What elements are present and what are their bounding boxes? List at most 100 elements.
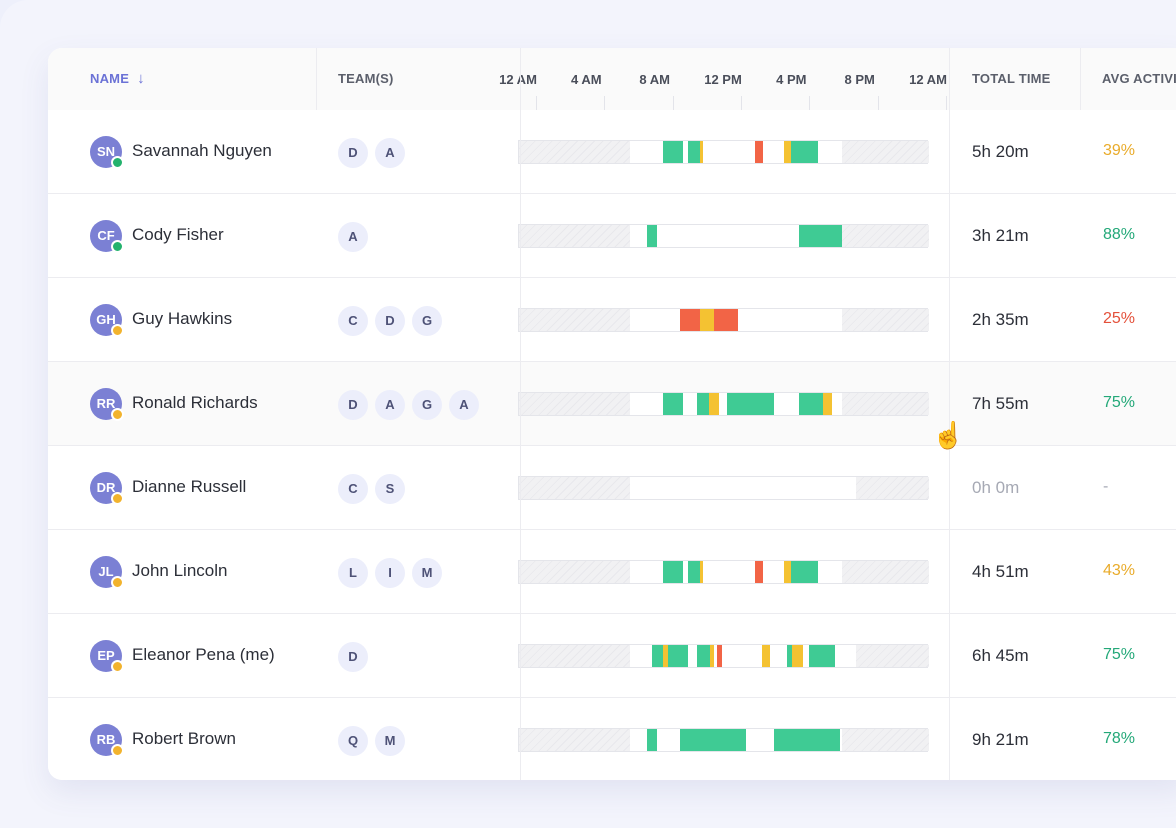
activity-segment-neutral[interactable] (823, 393, 832, 415)
activity-timeline[interactable] (518, 560, 929, 584)
activity-segment-neutral[interactable] (783, 141, 791, 163)
activity-segment-neutral[interactable] (700, 309, 714, 331)
activity-segment-active[interactable] (688, 141, 701, 163)
activity-table: NAME ↓ TEAM(S) 12 AM 4 AM 8 AM 12 PM 4 PM 8 PM… (48, 48, 1176, 780)
activity-segment-active[interactable] (727, 393, 774, 415)
activity-timeline[interactable] (518, 224, 929, 248)
activity-segment-active[interactable] (667, 645, 689, 667)
activity-segment-active[interactable] (647, 225, 658, 247)
activity-segment-neutral[interactable] (662, 645, 668, 667)
user-name[interactable]: Cody Fisher (132, 225, 224, 244)
activity-timeline[interactable] (518, 476, 929, 500)
column-name-label: NAME (90, 71, 130, 86)
off-hours-hatch (519, 309, 631, 331)
activity-segment-unproductive[interactable] (754, 141, 764, 163)
status-dot (111, 408, 124, 421)
activity-segment-active[interactable] (662, 141, 683, 163)
user-name[interactable]: Ronald Richards (132, 393, 258, 412)
team-chip[interactable]: D (375, 306, 405, 336)
team-chip[interactable]: M (375, 726, 405, 756)
team-chip[interactable]: L (338, 558, 368, 588)
user-name[interactable]: Robert Brown (132, 729, 236, 748)
activity-timeline[interactable] (518, 308, 929, 332)
user-name[interactable]: Eleanor Pena (me) (132, 645, 275, 664)
activity-timeline[interactable] (518, 392, 929, 416)
team-chip[interactable]: A (375, 138, 405, 168)
team-chip[interactable]: C (338, 306, 368, 336)
activity-segment-neutral[interactable] (708, 393, 719, 415)
team-chip[interactable]: D (338, 138, 368, 168)
timeline-tick-label: 12 AM (499, 72, 537, 87)
user-name[interactable]: Savannah Nguyen (132, 141, 272, 160)
table-row[interactable]: SN Savannah Nguyen D A 5h 20m 39% (48, 110, 1176, 194)
arrow-down-icon[interactable]: ↓ (137, 70, 145, 87)
team-chip[interactable]: I (375, 558, 405, 588)
user-name[interactable]: Guy Hawkins (132, 309, 233, 328)
activity-segment-active[interactable] (790, 141, 818, 163)
activity-segment-neutral[interactable] (700, 561, 704, 583)
activity-segment-active[interactable] (787, 645, 793, 667)
activity-segment-active[interactable] (652, 645, 663, 667)
activity-segment-active[interactable] (679, 729, 747, 751)
off-hours-hatch (841, 393, 929, 415)
table-row[interactable]: DR Dianne Russell C S 0h 0m - (48, 446, 1176, 530)
total-time: 5h 20m (972, 142, 1029, 161)
table-row[interactable]: CF Cody Fisher A 3h 21m 88% (48, 194, 1176, 278)
activity-segment-neutral[interactable] (792, 645, 803, 667)
activity-timeline[interactable] (518, 728, 929, 752)
timeline-tick-label: 8 AM (639, 72, 670, 87)
team-chip[interactable]: A (375, 390, 405, 420)
activity-segment-unproductive[interactable] (718, 309, 738, 331)
activity-segment-neutral[interactable] (761, 645, 771, 667)
off-hours-hatch (519, 225, 631, 247)
team-chip[interactable]: D (338, 390, 368, 420)
user-name[interactable]: John Lincoln (132, 561, 228, 580)
team-chip[interactable]: A (449, 390, 479, 420)
activity-segment-active[interactable] (790, 561, 818, 583)
column-avg-activity-header[interactable]: AVG ACTIVI (1102, 71, 1176, 86)
activity-segment-active[interactable] (799, 393, 824, 415)
avg-activity: 25% (1103, 310, 1136, 327)
team-chip[interactable]: M (412, 558, 442, 588)
off-hours-hatch (519, 729, 631, 751)
activity-segment-active[interactable] (773, 729, 841, 751)
activity-timeline[interactable] (518, 644, 929, 668)
column-name-header[interactable]: NAME ↓ (90, 48, 145, 110)
team-chip[interactable]: S (375, 474, 405, 504)
table-row[interactable]: JL John Lincoln L I M 4h 51m 43% (48, 530, 1176, 614)
activity-segment-unproductive[interactable] (713, 309, 719, 331)
activity-segment-active[interactable] (809, 645, 836, 667)
timeline-tick-mark (741, 96, 742, 110)
activity-segment-neutral[interactable] (700, 141, 704, 163)
team-chip[interactable]: G (412, 390, 442, 420)
column-teams-header[interactable]: TEAM(S) (338, 71, 394, 86)
table-row[interactable]: EP Eleanor Pena (me) D 6h 45m 75% (48, 614, 1176, 698)
team-chip[interactable]: A (338, 222, 368, 252)
activity-segment-active[interactable] (662, 393, 683, 415)
activity-segment-active[interactable] (799, 225, 842, 247)
activity-segment-unproductive[interactable] (717, 645, 723, 667)
activity-segment-active[interactable] (696, 645, 711, 667)
table-row[interactable]: GH Guy Hawkins C D G 2h 35m 25% (48, 278, 1176, 362)
off-hours-hatch (519, 645, 631, 667)
status-dot (111, 492, 124, 505)
activity-segment-active[interactable] (662, 561, 683, 583)
table-row[interactable]: RB Robert Brown Q M 9h 21m 78% (48, 698, 1176, 780)
activity-segment-neutral[interactable] (783, 561, 791, 583)
activity-segment-unproductive[interactable] (679, 309, 701, 331)
column-total-time-header[interactable]: TOTAL TIME (972, 71, 1051, 86)
activity-segment-active[interactable] (696, 393, 709, 415)
activity-segment-neutral[interactable] (710, 645, 714, 667)
activity-segment-active[interactable] (688, 561, 701, 583)
activity-segment-active[interactable] (647, 729, 658, 751)
avatar: GH (90, 304, 124, 337)
team-chip[interactable]: G (412, 306, 442, 336)
team-chip[interactable]: Q (338, 726, 368, 756)
timeline-tick-label: 4 PM (776, 72, 807, 87)
team-chip[interactable]: D (338, 642, 368, 672)
user-name[interactable]: Dianne Russell (132, 477, 247, 496)
activity-segment-unproductive[interactable] (754, 561, 764, 583)
table-row[interactable]: RR Ronald Richards D A G A 7h 55m 75% (48, 362, 1176, 446)
team-chip[interactable]: C (338, 474, 368, 504)
activity-timeline[interactable] (518, 140, 929, 164)
